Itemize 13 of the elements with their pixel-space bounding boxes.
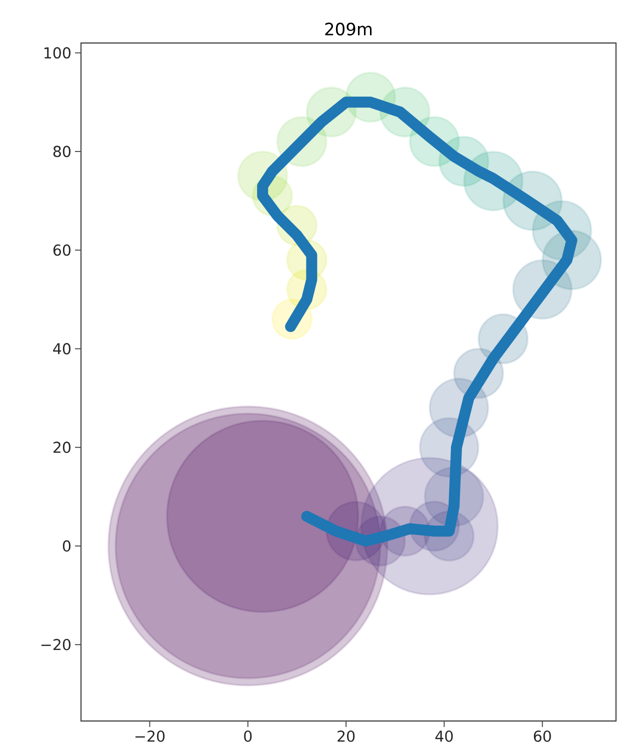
y-tick-label: −20 <box>41 638 70 650</box>
x-tick-label: 20 <box>338 730 355 742</box>
y-tick-label: 100 <box>44 47 70 59</box>
chart-title: 209m <box>325 22 372 36</box>
x-tick-label: −20 <box>135 730 165 742</box>
y-tick-label: 0 <box>62 540 70 552</box>
y-tick-label: 80 <box>53 146 70 158</box>
x-tick-label: 40 <box>435 730 453 742</box>
x-tick-label: 60 <box>534 730 551 742</box>
y-tick-label: 60 <box>53 244 70 256</box>
y-tick-label: 20 <box>53 442 70 454</box>
y-tick-label: 40 <box>53 343 70 354</box>
x-tick-label: 0 <box>244 730 252 742</box>
